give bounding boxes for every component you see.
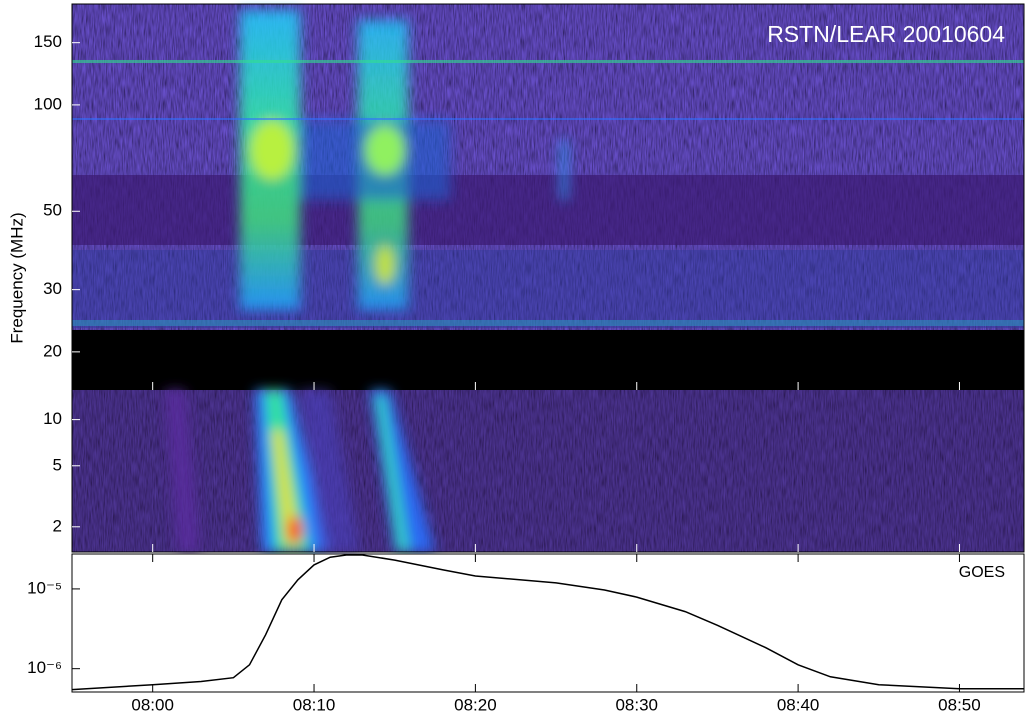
axes: 20 30 50 100 150 RSTN/LEAR 20010604 Frequency … xyxy=(7,21,1024,714)
x-tick-label: 08:30 xyxy=(615,695,658,714)
goes-curve xyxy=(71,554,1024,691)
x-tick-label: 08:40 xyxy=(777,695,820,714)
x-tick-label: 08:20 xyxy=(454,695,497,714)
y-tick-label: 20 xyxy=(43,341,62,360)
series-label: GOES xyxy=(959,564,1005,581)
x-tick-label: 08:00 xyxy=(131,695,174,714)
x-tick-label: 08:50 xyxy=(938,695,981,714)
y-tick-label: 150 xyxy=(34,32,62,51)
chart-title: RSTN/LEAR 20010604 xyxy=(767,21,1005,47)
y-tick-label: 50 xyxy=(43,201,62,220)
y-axis-label: Frequency (MHz) xyxy=(7,212,26,343)
y-tick-label: 5 xyxy=(53,455,62,474)
y-tick-label: 10 xyxy=(43,409,62,428)
goes-panel xyxy=(71,553,1025,693)
y-tick-label: 10⁻⁵ xyxy=(27,578,62,597)
y-tick-label: 100 xyxy=(34,94,62,113)
y-tick-label: 10⁻⁶ xyxy=(27,658,62,677)
spectrogram-image xyxy=(71,3,1025,553)
y-tick-label: 2 xyxy=(53,516,62,535)
x-tick-label: 08:10 xyxy=(293,695,336,714)
y-tick-label: 30 xyxy=(43,279,62,298)
